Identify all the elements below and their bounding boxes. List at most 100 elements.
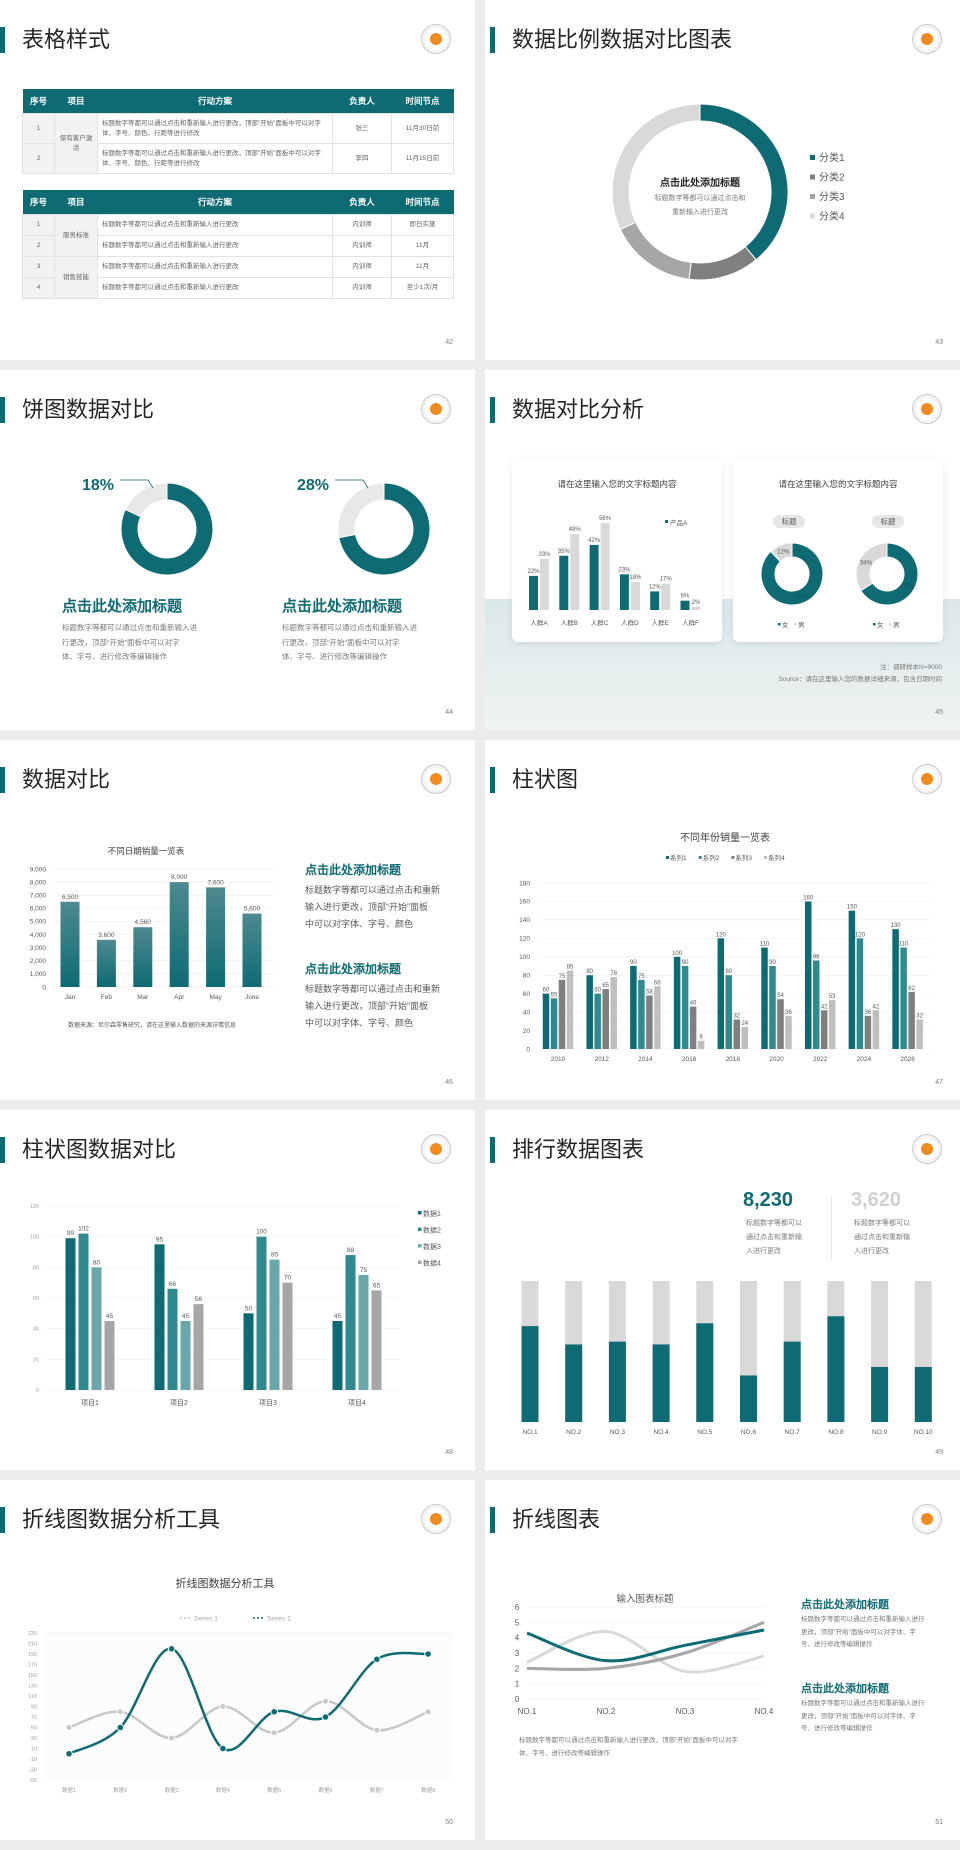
source-note: Source：请在这里输入您的数据详细来源，包含日期时间 <box>778 676 942 683</box>
slide-title: 排行数据图表 <box>512 1137 645 1162</box>
slide-43[interactable]: 数据比例数据对比图表 分类1 分类2 分类3 分类4 点击此处添加标题 标题数字等都可… <box>485 0 960 360</box>
slide-44[interactable]: 饼图数据对比 18% 28% 点击此处添加标题 标题数字等都可以通过点击和重新输入… <box>0 370 475 730</box>
text-line: 更改，顶部“开始”面板中可以对字体、字 <box>801 1712 916 1720</box>
data-point <box>270 1729 278 1737</box>
data-label: 2% <box>692 600 701 606</box>
data-label: 8,000 <box>171 874 188 881</box>
table-row: 1 保有客户激活 标题数字等都可以通过点击和重新输入进行更改，顶部“开始”面板中… <box>22 113 454 174</box>
bar <box>661 583 671 610</box>
category-label: 人群C <box>591 618 609 627</box>
legend-swatch <box>810 174 815 180</box>
donut-slice <box>855 542 888 592</box>
category-label: Mar <box>137 994 149 1001</box>
category-label: 人群E <box>652 618 670 627</box>
title-accent-bar <box>0 767 5 793</box>
slide-42[interactable]: 表格样式 序号 项目 行动方案 负责人 时间节点 1 保有客户激活 标题数字等都可以通过… <box>0 0 475 360</box>
data-label: 6,500 <box>62 894 79 901</box>
donut-slice <box>688 246 757 281</box>
data-label: 55 <box>551 992 558 998</box>
y-tick-label: 20 <box>523 1028 531 1035</box>
slide-50[interactable]: 折线图数据分析工具 折线图数据分析工具 Series 1 Series 2 -50 -3… <box>0 1480 475 1840</box>
data-label: 36 <box>785 1010 792 1016</box>
y-tick-label: 120 <box>519 936 530 943</box>
y-tick-label: 90 <box>31 1705 37 1711</box>
bar <box>559 555 569 610</box>
cell-plan: 标题数字等都可以通过点击和重新输入进行更改 <box>97 277 333 299</box>
data-source: 数据来源：尼尔森零售研究，请在这里输入数据的来源详情信息 <box>67 1023 237 1029</box>
y-tick-label: 5,000 <box>30 919 47 926</box>
cell-no: 1 <box>22 113 55 144</box>
bar <box>608 1341 626 1422</box>
y-tick-label: 60 <box>523 991 531 998</box>
chart-card: 请在这里输入您的文字标题内容 <box>512 458 722 642</box>
bar <box>673 956 681 1049</box>
slide-48[interactable]: 柱状图数据对比 0 20 40 60 80 100 120 99 102 80 45 项目1 95 66 4… <box>0 1110 475 1470</box>
category-label: NO.1 <box>522 1429 538 1436</box>
y-tick-label: 3,000 <box>30 945 47 952</box>
donut-slice <box>337 482 385 539</box>
data-label: 99 <box>67 1230 75 1237</box>
cell-plan: 标题数字等都可以通过点击和重新输入进行更改 <box>97 256 333 278</box>
data-label: 100 <box>672 951 683 957</box>
chart-title: 不同日期销量一览表 <box>108 846 185 856</box>
percent-label: 18% <box>82 477 114 494</box>
bar <box>717 938 725 1049</box>
bar <box>570 534 580 610</box>
cell-plan: 标题数字等都可以通过点击和重新输入进行更改 <box>97 214 333 236</box>
text-line: 中可以对字体、字号、颜色 <box>305 1018 414 1028</box>
data-label: 130 <box>891 923 902 929</box>
category-label: 数据5 <box>267 1786 281 1794</box>
chart-card: 请在这里输入您的文字标题内容 标题 标题 <box>733 458 943 642</box>
bar <box>345 1255 356 1390</box>
data-label: 32 <box>916 1013 923 1019</box>
y-tick-label: 210 <box>28 1642 37 1648</box>
stat-text: 标题数字等都可以 通过点击和重新输 入进行更改 <box>746 1217 802 1259</box>
header-cell: 行动方案 <box>97 89 333 114</box>
data-label: 54 <box>777 993 784 999</box>
leader-line <box>120 479 154 489</box>
slide-49[interactable]: 排行数据图表 8,230 标题数字等都可以 通过点击和重新输 入进行更改 3,620… <box>485 1110 960 1470</box>
y-tick-label: 8,000 <box>30 879 47 886</box>
text-line: 体、字号、进行修改等编辑操作 <box>62 652 167 661</box>
slide-47[interactable]: 柱状图 不同年份销量一览表 系列1 系列2 系列3 系列4 0 20 40 60 80 100 120… <box>485 740 960 1100</box>
legend-swatch <box>764 856 768 859</box>
legend-swatch <box>731 856 735 859</box>
y-tick-label: 0 <box>526 1046 530 1053</box>
legend-swatch <box>698 856 702 859</box>
y-tick-label: 20 <box>33 1357 39 1363</box>
cell-time: 11月 <box>391 256 454 278</box>
category-label: 数据7 <box>370 1786 384 1794</box>
data-label: 23% <box>618 567 631 573</box>
cell-no: 1 <box>22 214 55 236</box>
cell-time: 11月 <box>391 235 454 257</box>
data-label: 32 <box>733 1013 740 1019</box>
header-cell: 项目 <box>54 190 98 215</box>
cell-owner: 李四 <box>332 143 392 174</box>
legend-label: 分类3 <box>819 190 845 203</box>
chart-caption: 标题数字等都可以通过点击和重新输入进行更改，顶部“开始”面板中可以对字 体、字号、… <box>519 1734 738 1760</box>
cell-no: 2 <box>22 235 55 257</box>
percent-label: 88% <box>795 594 808 600</box>
category-label: 人群F <box>682 618 699 627</box>
data-label: 58 <box>646 990 653 996</box>
data-label: 75 <box>559 974 566 980</box>
header-cell: 负责人 <box>332 190 392 215</box>
page-number: 49 <box>935 1449 943 1456</box>
center-text: 标题数字等都可以通过点击和 <box>654 195 746 202</box>
legend-label: 女 <box>877 620 884 629</box>
legend-swatch <box>778 623 781 626</box>
y-tick-label: 180 <box>519 880 530 887</box>
data-label: 9 <box>699 1035 703 1041</box>
header-cell: 项目 <box>54 89 98 114</box>
header-cell: 时间节点 <box>391 89 454 114</box>
category-label: 数据3 <box>165 1786 179 1794</box>
page-number: 47 <box>935 1079 943 1086</box>
y-tick-label: 170 <box>28 1663 37 1669</box>
bar <box>828 1000 836 1049</box>
category-label: NO.6 <box>741 1429 757 1436</box>
slide-46[interactable]: 数据对比 不同日期销量一览表 0 1,000 2,000 3,000 4,000 5,000… <box>0 740 475 1100</box>
slide-45[interactable]: 数据对比分析 请在这里输入您的文字标题内容 请在这里输入您的文字标题内容 标题 … <box>485 370 960 730</box>
block-text: 标题数字等都可以通过点击和重新输入进行更改，顶部“开始”面板中可以对字体、字号、… <box>62 621 212 665</box>
slide-51[interactable]: 折线图表 输入图表标题 0 1 2 3 4 5 6 NO.1 NO.2 NO.3 NO.4 标题数字等… <box>485 1480 960 1840</box>
bar <box>243 1313 254 1390</box>
